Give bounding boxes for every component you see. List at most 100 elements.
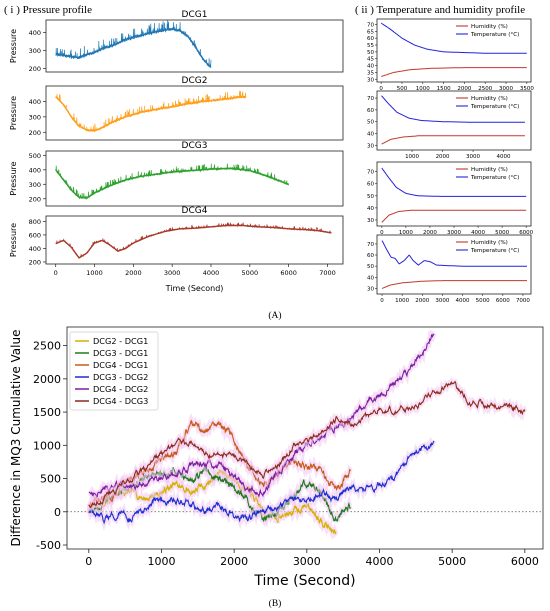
y-tick-label: 50 — [367, 194, 374, 200]
y-tick-label: 70 — [367, 96, 374, 102]
y-tick-label: 40 — [367, 64, 374, 70]
legend: DCG2 - DCG1 DCG3 - DCG1 DCG4 - DCG1 DCG3 - … — [69, 331, 159, 411]
y-tick-label: 60 — [367, 36, 374, 42]
pressure-panel-1: DCG2 Pressure 200 300 400 — [9, 76, 247, 137]
legend-label: DCG4 - DCG1 — [93, 360, 148, 370]
plot-frame-6 — [376, 161, 532, 227]
series-line-trend-dcg3 — [55, 167, 289, 199]
x-tick-label: 4000 — [456, 298, 470, 304]
x-tick-label: 7000 — [516, 298, 530, 304]
y-axis-label: Difference in MQ3 Cumulative Value — [9, 330, 23, 547]
legend-label: DCG3 - DCG1 — [93, 348, 148, 358]
x-tick-label: 0 — [85, 555, 92, 568]
plot-frame-2 — [45, 150, 344, 207]
x-tick-label: 500 — [397, 86, 408, 92]
x-axis-label: Time (Second) — [253, 573, 355, 589]
section-i-title: ( i ) Pressure profile — [4, 4, 92, 16]
y-tick-label: 60 — [367, 182, 374, 188]
legend-label: DCG3 - DCG2 — [93, 372, 148, 382]
series-line-dcg3-minus-dcg2 — [88, 440, 435, 525]
y-tick-label: 50 — [367, 50, 374, 56]
y-tick-label: 40 — [367, 275, 374, 281]
plot-frame-8 — [66, 326, 544, 550]
y-tick-label: 500 — [40, 473, 61, 486]
y-tick-label: 60 — [367, 108, 374, 114]
x-tick-label: 3500 — [520, 86, 534, 92]
series-line-humidity — [381, 67, 527, 77]
y-tick-label: 400 — [29, 245, 41, 253]
x-tick-label: 1000 — [395, 298, 409, 304]
x-tick-label: 2000 — [125, 269, 142, 277]
pressure-panel-3: DCG4 Pressure 200 400 600 800 0 1000 2000 3000 400… — [9, 206, 336, 293]
y-tick-label: 30 — [367, 77, 374, 83]
plot-frame-4 — [376, 18, 532, 83]
legend-label: DCG4 - DCG2 — [93, 384, 148, 394]
y-tick-label: 40 — [367, 206, 374, 212]
series-line-temperature — [381, 240, 527, 267]
legend-label: Temperature (°C) — [470, 175, 519, 181]
plot-frame-7 — [376, 234, 532, 295]
pressure-panel-2: DCG3 Pressure 200 300 400 500 — [9, 141, 289, 203]
legend-label: Humidity (%) — [471, 240, 508, 246]
x-tick-label: 3000 — [435, 298, 449, 304]
x-tick-label: 3000 — [499, 86, 513, 92]
panel-title-dcg3: DCG3 — [182, 141, 208, 151]
x-tick-label: 6000 — [511, 555, 539, 568]
y-axis-label: Pressure — [9, 161, 18, 195]
th-panel-6: 30 40 50 60 70 0 1000 2000 3000 4000 5000 6000 Humid… — [367, 167, 534, 236]
y-tick-label: 65 — [367, 29, 374, 35]
series-line-trend-dcg4 — [55, 224, 332, 259]
series-line-humidity — [381, 280, 527, 289]
y-tick-label: 40 — [367, 131, 374, 137]
x-tick-label: 6000 — [496, 298, 510, 304]
plot-frame-5 — [376, 90, 532, 151]
x-tick-label: 4000 — [203, 269, 220, 277]
legend-label: Humidity (%) — [471, 24, 508, 30]
x-tick-label: 0 — [379, 86, 383, 92]
x-tick-label: 7000 — [319, 269, 336, 277]
x-tick-label: 3000 — [466, 154, 480, 160]
y-tick-label: 200 — [29, 129, 41, 137]
x-tick-label: 3000 — [164, 269, 181, 277]
panel-title-dcg2: DCG2 — [182, 76, 208, 86]
x-axis-label: Time (Second) — [165, 284, 224, 293]
legend-label: DCG2 - DCG1 — [93, 336, 148, 346]
x-tick-label: 4000 — [365, 555, 393, 568]
y-tick-label: 60 — [367, 253, 374, 259]
section-ii-title: ( ii ) Temperature and humidity profile — [355, 4, 525, 16]
x-tick-label: 4000 — [471, 230, 485, 236]
x-tick-label: 5000 — [242, 269, 259, 277]
series-line-humidity — [381, 209, 527, 223]
y-axis-label: Pressure — [9, 29, 18, 63]
panel-title-dcg1: DCG1 — [182, 10, 208, 20]
x-tick-label: 2000 — [436, 154, 450, 160]
series-line-temperature — [380, 22, 527, 54]
legend-label: DCG4 - DCG3 — [93, 396, 148, 406]
x-tick-label: 1500 — [437, 86, 451, 92]
y-tick-label: 500 — [29, 152, 41, 160]
y-tick-label: 2500 — [33, 340, 61, 353]
series-line-dcg4-minus-dcg2 — [88, 333, 435, 499]
y-tick-label: 35 — [367, 70, 374, 76]
y-tick-label: -500 — [36, 539, 61, 552]
legend-label: Humidity (%) — [471, 96, 508, 102]
x-tick-label: 6000 — [280, 269, 297, 277]
y-tick-label: 70 — [367, 242, 374, 248]
x-tick-label: 5000 — [495, 230, 509, 236]
y-tick-label: 400 — [29, 166, 41, 174]
plot-frame-0 — [45, 19, 344, 73]
y-tick-label: 50 — [367, 264, 374, 270]
x-tick-label: 1000 — [86, 269, 103, 277]
y-tick-label: 50 — [367, 120, 374, 126]
y-tick-label: 45 — [367, 57, 374, 63]
series-line-temperature — [381, 95, 525, 123]
x-tick-label: 0 — [380, 298, 384, 304]
y-axis-label: Pressure — [9, 223, 18, 257]
y-tick-label: 300 — [29, 113, 41, 121]
series-line-dcg4-minus-dcg3 — [88, 380, 526, 509]
y-tick-label: 0 — [54, 506, 61, 519]
x-tick-label: 6000 — [519, 230, 533, 236]
x-tick-label: 0 — [380, 230, 384, 236]
